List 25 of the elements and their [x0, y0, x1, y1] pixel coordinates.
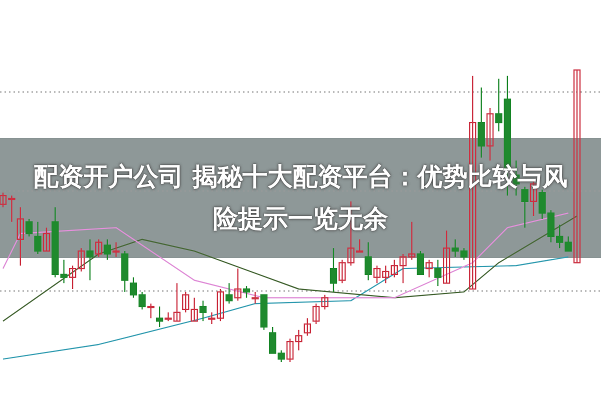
candlestick [364, 242, 372, 281]
candlestick [330, 248, 338, 293]
candlestick [42, 227, 50, 252]
candlestick [252, 291, 259, 304]
candlestick [112, 242, 120, 258]
candlestick [34, 221, 42, 255]
candlestick [95, 238, 102, 258]
candlestick [156, 306, 164, 328]
candlestick [242, 285, 250, 298]
candlestick [442, 230, 450, 284]
candlestick [573, 69, 581, 264]
candlestick [304, 318, 311, 336]
candlestick [426, 259, 433, 278]
candlestick [16, 206, 24, 266]
candlestick [478, 86, 485, 158]
candlestick [25, 218, 33, 238]
candlestick [416, 250, 424, 275]
candlestick [86, 238, 94, 281]
candlestick [226, 282, 233, 304]
candlestick [199, 300, 207, 322]
candlestick [486, 107, 494, 162]
candlestick [434, 259, 442, 287]
candlestick [104, 238, 111, 260]
candlestick [147, 303, 154, 319]
candlestick [234, 268, 242, 302]
